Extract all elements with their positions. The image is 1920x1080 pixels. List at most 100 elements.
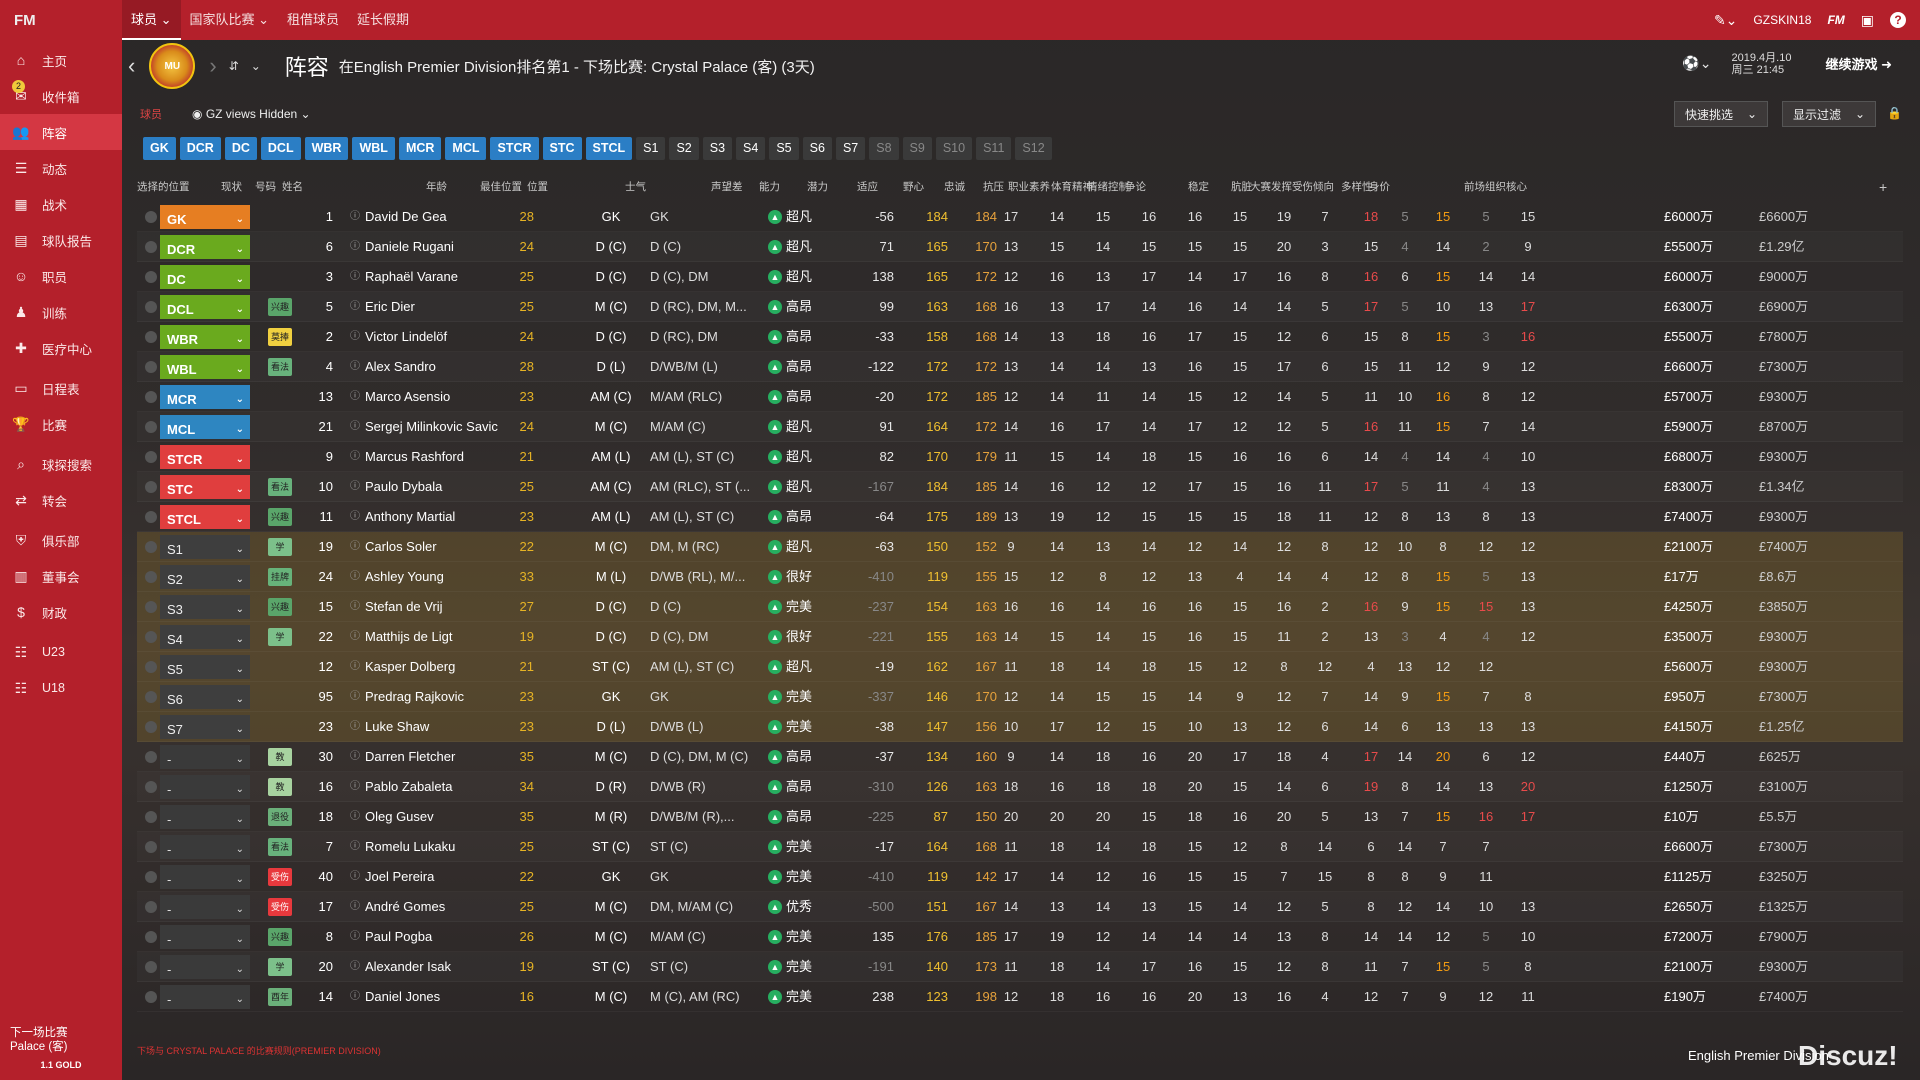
chip-dc[interactable]: DC <box>224 137 257 160</box>
info-icon[interactable]: ⓘ <box>350 811 360 822</box>
info-icon[interactable]: ⓘ <box>350 301 360 312</box>
select-checkbox[interactable] <box>145 871 157 883</box>
select-checkbox[interactable] <box>145 361 157 373</box>
menu-players[interactable]: 球员 ⌄ <box>122 0 181 40</box>
col-header[interactable]: 姓名 <box>282 181 303 193</box>
sidebar-item-15[interactable]: $ 财政 <box>0 594 122 630</box>
info-icon[interactable]: ⓘ <box>350 421 360 432</box>
col-header[interactable]: 年龄 <box>426 181 447 193</box>
info-icon[interactable]: ⓘ <box>350 661 360 672</box>
info-icon[interactable]: ⓘ <box>350 541 360 552</box>
table-row[interactable]: MCR ⌄ 13 ⓘ Marco Asensio 23 AM (C) M/AM (RLC) ▲ 高… <box>137 382 1903 412</box>
col-header[interactable]: 争论 <box>1125 181 1146 193</box>
chip-stcl[interactable]: STCL <box>585 137 633 160</box>
position-select[interactable]: STCR ⌄ <box>160 445 250 469</box>
table-row[interactable]: - ⌄ 学 20 ⓘ Alexander Isak 19 ST (C) ST (C) ▲ 完美 -19… <box>137 952 1903 982</box>
chip-s10[interactable]: S10 <box>935 137 973 160</box>
select-checkbox[interactable] <box>145 901 157 913</box>
status-badge[interactable]: 受伤 <box>268 898 292 916</box>
table-row[interactable]: WBL ⌄ 看法 4 ⓘ Alex Sandro 28 D (L) D/WB/M (L) ▲ 高昂 -… <box>137 352 1903 382</box>
chip-gk[interactable]: GK <box>143 137 176 160</box>
chip-s12[interactable]: S12 <box>1015 137 1052 160</box>
player-name[interactable]: Victor Lindelöf <box>365 329 448 344</box>
info-icon[interactable]: ⓘ <box>350 781 360 792</box>
sidebar-item-4[interactable]: ▦ 战术 <box>0 186 122 222</box>
info-icon[interactable]: ⓘ <box>350 961 360 972</box>
chip-s4[interactable]: S4 <box>736 137 766 160</box>
table-row[interactable]: - ⌄ 酉年 14 ⓘ Daniel Jones 16 M (C) M (C), AM (RC)… <box>137 982 1903 1012</box>
menu-holiday[interactable]: 延长假期 <box>357 12 410 27</box>
col-header[interactable]: 位置 <box>527 181 548 193</box>
chip-mcl[interactable]: MCL <box>445 137 487 160</box>
col-header[interactable]: 士气 <box>625 181 646 193</box>
fm-logo[interactable]: FM <box>14 11 36 29</box>
table-row[interactable]: - ⌄ 退役 18 ⓘ Oleg Gusev 35 M (R) D/WB/M (R),... ▲ 高… <box>137 802 1903 832</box>
select-checkbox[interactable] <box>145 421 157 433</box>
select-checkbox[interactable] <box>145 781 157 793</box>
position-select[interactable]: - ⌄ <box>160 745 250 769</box>
status-badge[interactable]: 兴趣 <box>268 508 292 526</box>
quick-pick-dropdown[interactable]: 快速挑选 ⌄ <box>1674 101 1769 127</box>
position-select[interactable]: S1 ⌄ <box>160 535 250 559</box>
info-icon[interactable]: ⓘ <box>350 901 360 912</box>
select-checkbox[interactable] <box>145 331 157 343</box>
info-icon[interactable]: ⓘ <box>350 481 360 492</box>
table-row[interactable]: - ⌄ 兴趣 8 ⓘ Paul Pogba 26 M (C) M/AM (C) ▲ 完美 135 176… <box>137 922 1903 952</box>
info-icon[interactable]: ⓘ <box>350 331 360 342</box>
player-name[interactable]: Carlos Soler <box>365 539 437 554</box>
col-header[interactable]: 选择的位置 <box>137 181 190 193</box>
status-badge[interactable]: 酉年 <box>268 988 292 1006</box>
select-checkbox[interactable] <box>145 571 157 583</box>
player-name[interactable]: Daniele Rugani <box>365 239 454 254</box>
player-name[interactable]: Marcus Rashford <box>365 449 464 464</box>
table-row[interactable]: WBR ⌄ 莫捧 2 ⓘ Victor Lindelöf 24 D (C) D (RC), DM… <box>137 322 1903 352</box>
table-row[interactable]: STCR ⌄ 9 ⓘ Marcus Rashford 21 AM (L) AM (L), ST… <box>137 442 1903 472</box>
player-name[interactable]: Eric Dier <box>365 299 415 314</box>
col-header[interactable]: 能力 <box>759 181 780 193</box>
status-badge[interactable]: 受伤 <box>268 868 292 886</box>
status-badge[interactable]: 看法 <box>268 838 292 856</box>
status-badge[interactable]: 学 <box>268 538 292 556</box>
club-crest[interactable]: MU <box>149 43 196 89</box>
globe-icon[interactable]: ⚽⌄ <box>1682 55 1712 71</box>
select-checkbox[interactable] <box>145 511 157 523</box>
player-name[interactable]: Oleg Gusev <box>365 809 434 824</box>
info-icon[interactable]: ⓘ <box>350 451 360 462</box>
player-name[interactable]: Alexander Isak <box>365 959 451 974</box>
player-name[interactable]: Darren Fletcher <box>365 749 456 764</box>
select-checkbox[interactable] <box>145 241 157 253</box>
select-checkbox[interactable] <box>145 751 157 763</box>
chip-dcl[interactable]: DCL <box>260 137 301 160</box>
col-header[interactable]: 大赛发挥 <box>1250 181 1292 193</box>
menu-intl[interactable]: 国家队比赛 ⌄ <box>189 12 270 27</box>
info-icon[interactable]: ⓘ <box>350 391 360 402</box>
chip-s2[interactable]: S2 <box>669 137 699 160</box>
status-badge[interactable]: 莫捧 <box>268 328 292 346</box>
select-checkbox[interactable] <box>145 691 157 703</box>
filter-dropdown[interactable]: 显示过滤 ⌄ <box>1782 101 1877 127</box>
table-row[interactable]: GK ⌄ 1 ⓘ David De Gea 28 GK GK ▲ 超凡 -56 184 184 17 14 1… <box>137 202 1903 232</box>
chip-s1[interactable]: S1 <box>636 137 666 160</box>
table-row[interactable]: S6 ⌄ 95 ⓘ Predrag Rajkovic 23 GK GK ▲ 完美 -337 146 17… <box>137 682 1903 712</box>
position-select[interactable]: STC ⌄ <box>160 475 250 499</box>
col-header[interactable]: 身价 <box>1369 181 1390 193</box>
footer-rules-link[interactable]: 下场与 CRYSTAL PALACE 的比赛规则(PREMIER DIVISIO… <box>137 1046 381 1056</box>
select-checkbox[interactable] <box>145 811 157 823</box>
status-badge[interactable]: 兴趣 <box>268 598 292 616</box>
table-row[interactable]: - ⌄ 受伤 17 ⓘ André Gomes 25 M (C) DM, M/AM (C) ▲ 优秀… <box>137 892 1903 922</box>
player-name[interactable]: Kasper Dolberg <box>365 659 456 674</box>
select-checkbox[interactable] <box>145 841 157 853</box>
screen-icon[interactable]: ▣ <box>1860 11 1874 28</box>
chip-s3[interactable]: S3 <box>702 137 733 160</box>
table-row[interactable]: DCL ⌄ 兴趣 5 ⓘ Eric Dier 25 M (C) D (RC), DM, M...… <box>137 292 1903 322</box>
info-icon[interactable]: ⓘ <box>350 211 360 222</box>
status-badge[interactable]: 看法 <box>268 478 292 496</box>
info-icon[interactable]: ⓘ <box>350 271 360 282</box>
info-icon[interactable]: ⓘ <box>350 631 360 642</box>
sidebar-item-12[interactable]: ⇄ 转会 <box>0 482 122 518</box>
chip-s5[interactable]: S5 <box>769 137 799 160</box>
position-select[interactable]: - ⌄ <box>160 835 250 859</box>
col-header[interactable]: 潜力 <box>807 181 828 193</box>
position-select[interactable]: S5 ⌄ <box>160 655 250 679</box>
player-name[interactable]: Paul Pogba <box>365 929 433 944</box>
